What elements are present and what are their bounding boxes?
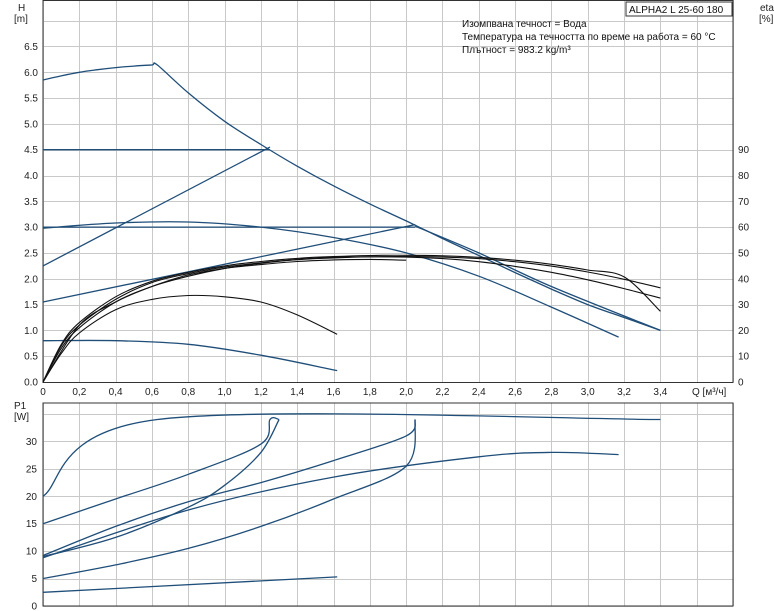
power-ylabel-line1: P1 <box>14 401 27 412</box>
head-y-tick-label: 5.5 <box>24 94 38 105</box>
model-label-box <box>625 1 733 17</box>
power-plot-frame <box>42 402 734 607</box>
x-tick-label: 2,8 <box>544 387 558 398</box>
eta-ylabel-line1: eta <box>760 3 774 14</box>
head-y-tick-label: 1.0 <box>24 326 38 337</box>
head-y-tick-label: 5.0 <box>24 119 38 130</box>
efficiency-curve-9 <box>42 256 661 383</box>
eta-y-tick-label: 90 <box>738 145 750 156</box>
efficiency-curve-11 <box>42 254 661 383</box>
power-y-tick-label: 20 <box>26 492 38 503</box>
power-curve-0 <box>42 413 661 497</box>
power-y-tick-label: 30 <box>26 437 38 448</box>
head-curve-3 <box>42 221 619 338</box>
x-tick-label: 2,4 <box>472 387 486 398</box>
x-tick-label: 2,6 <box>508 387 522 398</box>
head-y-tick-label: 4.5 <box>24 145 38 156</box>
eta-y-tick-label: 20 <box>738 326 750 337</box>
power-y-tick-label: 15 <box>26 519 38 530</box>
x-tick-label: 3,2 <box>617 387 631 398</box>
x-tick-label: 0,6 <box>145 387 159 398</box>
power-curve-2 <box>42 419 280 558</box>
power-y-tick-label: 5 <box>31 574 37 585</box>
eta-y-tick-label: 50 <box>738 248 750 259</box>
x-tick-label: 2,2 <box>436 387 450 398</box>
annotation-fluid: Изомпвана течност = Вода <box>462 19 587 30</box>
head-y-tick-label: 2.5 <box>24 248 38 259</box>
x-tick-label: 1,4 <box>290 387 304 398</box>
head-y-tick-label: 4.0 <box>24 171 38 182</box>
head-grid <box>43 0 734 383</box>
head-curve-7 <box>42 339 338 372</box>
eta-y-tick-label: 60 <box>738 223 750 234</box>
x-tick-label: 0 <box>40 387 46 398</box>
x-axis-label: Q [м³/ч] <box>692 387 727 398</box>
power-y-tick-label: 25 <box>26 464 38 475</box>
head-y-tick-label: 3.5 <box>24 197 38 208</box>
x-tick-label: 1,2 <box>254 387 268 398</box>
eta-y-tick-label: 0 <box>738 378 744 389</box>
tick-labels: 0 0,2 0,4 0,6 0,8 1,0 1,2 1,4 1,6 1,8 2,0 2,2 2,4 2,6… <box>24 42 749 611</box>
power-y-tick-label: 10 <box>26 547 38 558</box>
eta-y-tick-label: 40 <box>738 274 750 285</box>
head-plot-frame <box>42 0 734 383</box>
head-y-tick-label: 3.0 <box>24 223 38 234</box>
power-grid <box>43 403 734 607</box>
head-y-tick-label: 2.0 <box>24 274 38 285</box>
x-tick-label: 1,6 <box>327 387 341 398</box>
power-curve-1 <box>42 417 280 525</box>
power-series-group <box>42 413 661 593</box>
head-ylabel-line2: [m] <box>14 14 28 25</box>
model-label: ALPHA2 L 25-60 180 <box>629 5 724 16</box>
power-ylabel-line2: [W] <box>14 412 29 423</box>
head-curve-2 <box>42 146 271 267</box>
power-curve-5 <box>42 451 619 559</box>
x-tick-label: 0,8 <box>181 387 195 398</box>
power-curve-6 <box>42 576 338 593</box>
head-y-tick-label: 1.5 <box>24 300 38 311</box>
annotation-temperature: Температура на течността по време на раб… <box>462 31 716 43</box>
x-tick-label: 3,0 <box>581 387 595 398</box>
eta-y-tick-label: 30 <box>738 300 750 311</box>
eta-y-tick-label: 10 <box>738 352 750 363</box>
eta-ylabel-line2: [%] <box>759 14 774 25</box>
annotation-density: Плътност = 983.2 kg/m³ <box>462 45 571 56</box>
power-curve-3 <box>42 419 416 557</box>
head-ylabel-line1: H <box>18 3 25 14</box>
head-curve-0 <box>42 62 661 332</box>
head-y-tick-label: 6.0 <box>24 68 38 79</box>
x-tick-label: 1,0 <box>218 387 232 398</box>
x-tick-label: 1,8 <box>363 387 377 398</box>
head-curve-5 <box>42 223 416 303</box>
efficiency-curve-8 <box>42 294 338 383</box>
head-y-tick-label: 0.5 <box>24 352 38 363</box>
head-y-tick-label: 0.0 <box>24 378 38 389</box>
efficiency-curve-12 <box>42 258 407 383</box>
head-y-tick-label: 6.5 <box>24 42 38 53</box>
x-tick-label: 2,0 <box>399 387 413 398</box>
power-y-tick-label: 0 <box>31 602 37 611</box>
eta-y-tick-label: 80 <box>738 171 750 182</box>
x-tick-label: 0,4 <box>109 387 123 398</box>
head-series-group <box>42 62 661 383</box>
x-tick-label: 0,2 <box>72 387 86 398</box>
head-curve-6 <box>414 225 661 332</box>
efficiency-curve-10 <box>42 256 661 383</box>
eta-y-tick-label: 70 <box>738 197 750 208</box>
x-tick-label: 3,4 <box>653 387 667 398</box>
